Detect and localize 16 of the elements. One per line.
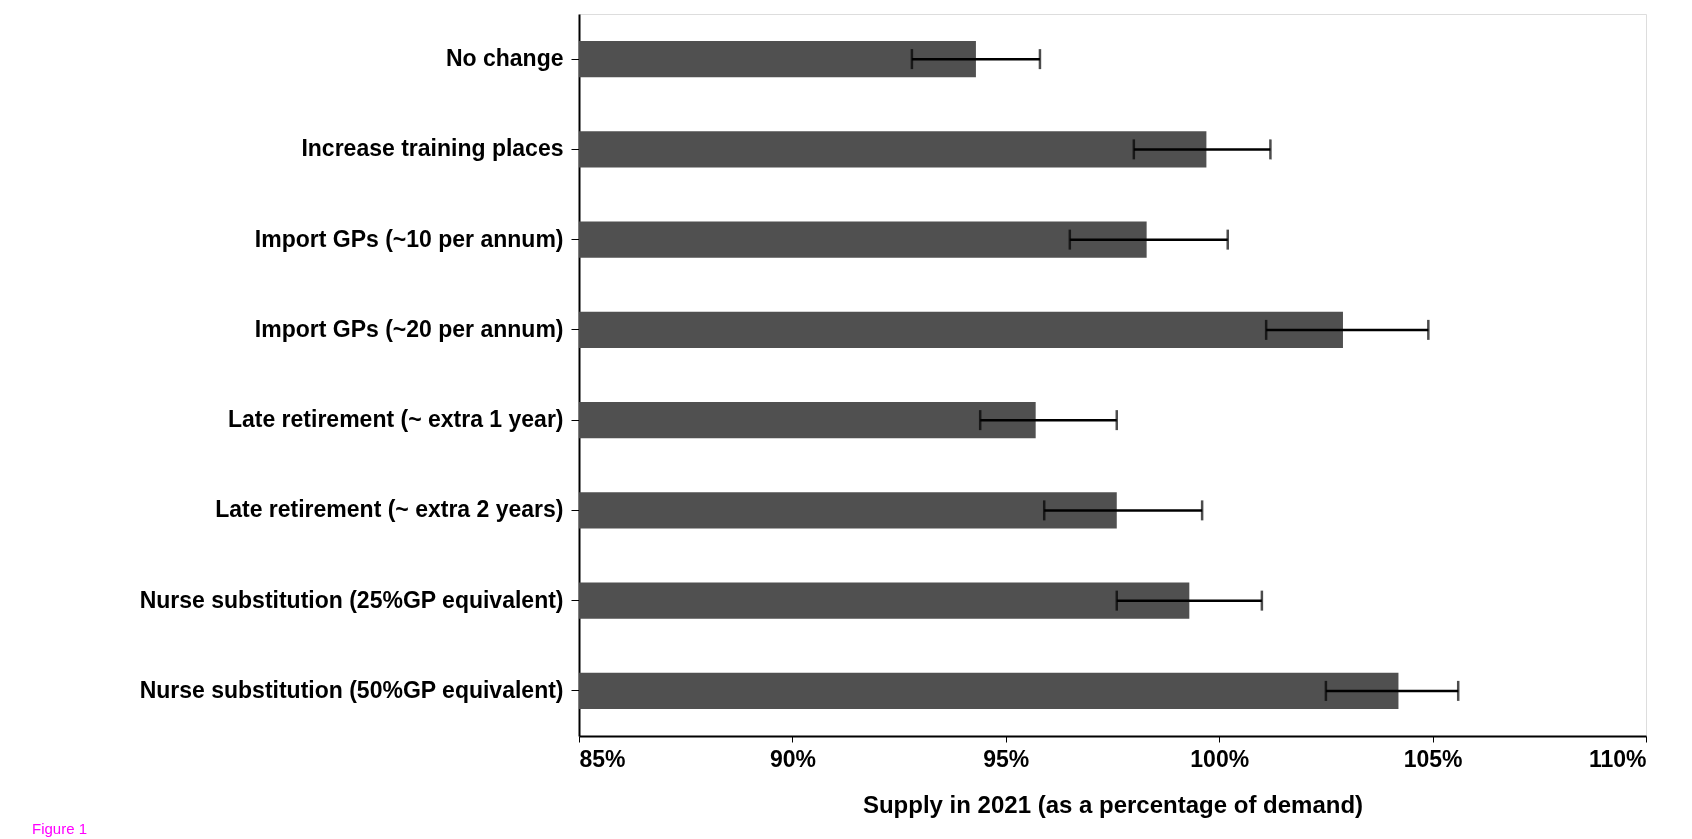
x-tick-label: 85% [579,745,626,772]
y-tick-label: Increase training places [301,135,564,162]
y-tick-label: Nurse substitution (50%GP equivalent) [139,676,564,703]
y-tick-label: Late retirement (~ extra 2 years) [215,496,564,523]
x-tick-label: 110% [1588,745,1647,772]
y-tick-label: Late retirement (~ extra 1 year) [227,406,564,433]
x-tick-label: 95% [983,745,1030,772]
x-tick-label: 90% [769,745,816,772]
y-tick-label: No change [445,45,564,72]
x-axis-title: Supply in 2021 (as a percentage of demand) [862,790,1364,818]
y-tick-label: Import GPs (~10 per annum) [254,225,564,252]
y-tick-label: Import GPs (~20 per annum) [254,315,564,342]
caption: Figure 1 [32,820,88,837]
x-tick-label: 100% [1190,745,1250,772]
x-tick-label: 105% [1403,745,1463,772]
y-tick-label: Nurse substitution (25%GP equivalent) [139,586,564,613]
